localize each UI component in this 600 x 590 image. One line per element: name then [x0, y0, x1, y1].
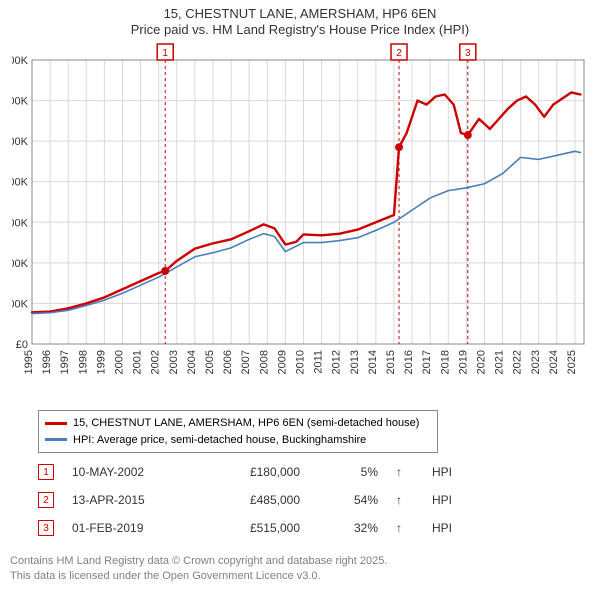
- arrow-up-icon: ↑: [396, 493, 414, 507]
- svg-text:£500K: £500K: [12, 136, 29, 148]
- x-tick-label: 2022: [512, 350, 524, 374]
- transaction-hpi-label: HPI: [432, 493, 472, 507]
- arrow-up-icon: ↑: [396, 521, 414, 535]
- chart-area: £0 £100K £200K £300K £400K £500K £600K £700K 199…: [12, 42, 592, 402]
- x-tick-label: 2004: [186, 350, 198, 374]
- x-tick-label: 2015: [385, 350, 397, 374]
- x-tick-label: 2002: [150, 350, 162, 374]
- svg-text:£400K: £400K: [12, 177, 29, 189]
- x-tick-label: 2014: [367, 350, 379, 374]
- footer-line2: This data is licensed under the Open Gov…: [10, 569, 387, 584]
- transaction-marker: 2: [38, 492, 54, 508]
- x-tick-label: 2007: [240, 350, 252, 374]
- transactions-table: 1 10-MAY-2002 £180,000 5% ↑ HPI 2 13-APR-2015 £4…: [38, 458, 472, 542]
- legend-box: 15, CHESTNUT LANE, AMERSHAM, HP6 6EN (se…: [38, 410, 438, 453]
- transaction-price: £180,000: [200, 465, 300, 479]
- x-tick-label: 2023: [530, 350, 542, 374]
- legend-item: HPI: Average price, semi-detached house,…: [45, 432, 431, 449]
- x-tick-label: 2024: [548, 350, 560, 374]
- x-tick-label: 2021: [494, 350, 506, 374]
- transaction-pct: 5%: [318, 465, 378, 479]
- x-tick-label: 2010: [294, 350, 306, 374]
- x-tick-label: 2012: [331, 350, 343, 374]
- x-tick-label: 2013: [349, 350, 361, 374]
- transaction-date: 13-APR-2015: [72, 493, 182, 507]
- x-tick-label: 2003: [168, 350, 180, 374]
- x-tick-label: 1998: [77, 350, 89, 374]
- footer-line1: Contains HM Land Registry data © Crown c…: [10, 554, 387, 569]
- x-tick-label: 2019: [457, 350, 469, 374]
- svg-text:2: 2: [396, 48, 402, 59]
- chart-container: 15, CHESTNUT LANE, AMERSHAM, HP6 6EN Pri…: [0, 0, 600, 590]
- x-tick-label: 2020: [475, 350, 487, 374]
- x-tick-label: 1995: [23, 350, 35, 374]
- transaction-hpi-label: HPI: [432, 465, 472, 479]
- x-tick-label: 2017: [421, 350, 433, 374]
- transaction-hpi-label: HPI: [432, 521, 472, 535]
- legend-label: HPI: Average price, semi-detached house,…: [73, 432, 366, 449]
- x-tick-label: 2011: [313, 350, 325, 374]
- svg-text:£700K: £700K: [12, 55, 29, 67]
- title-block: 15, CHESTNUT LANE, AMERSHAM, HP6 6EN Pri…: [0, 0, 600, 39]
- transaction-pct: 54%: [318, 493, 378, 507]
- svg-text:3: 3: [465, 48, 471, 59]
- footer-attribution: Contains HM Land Registry data © Crown c…: [10, 554, 387, 584]
- legend-swatch: [45, 438, 67, 441]
- transaction-pct: 32%: [318, 521, 378, 535]
- x-tick-label: 2025: [566, 350, 578, 374]
- transaction-row: 3 01-FEB-2019 £515,000 32% ↑ HPI: [38, 514, 472, 542]
- svg-text:1: 1: [162, 48, 168, 59]
- svg-text:£100K: £100K: [12, 298, 29, 310]
- x-tick-label: 2000: [113, 350, 125, 374]
- x-tick-label: 1997: [59, 350, 71, 374]
- svg-text:£300K: £300K: [12, 217, 29, 229]
- transaction-date: 10-MAY-2002: [72, 465, 182, 479]
- transaction-date: 01-FEB-2019: [72, 521, 182, 535]
- transaction-price: £485,000: [200, 493, 300, 507]
- legend-item: 15, CHESTNUT LANE, AMERSHAM, HP6 6EN (se…: [45, 415, 431, 432]
- legend-label: 15, CHESTNUT LANE, AMERSHAM, HP6 6EN (se…: [73, 415, 419, 432]
- x-tick-label: 2005: [204, 350, 216, 374]
- title-subtitle: Price paid vs. HM Land Registry's House …: [0, 22, 600, 38]
- x-tick-label: 2008: [258, 350, 270, 374]
- title-address: 15, CHESTNUT LANE, AMERSHAM, HP6 6EN: [0, 6, 600, 22]
- x-tick-label: 2018: [439, 350, 451, 374]
- transaction-marker: 3: [38, 520, 54, 536]
- svg-text:£200K: £200K: [12, 258, 29, 270]
- transaction-row: 2 13-APR-2015 £485,000 54% ↑ HPI: [38, 486, 472, 514]
- legend-swatch: [45, 422, 67, 425]
- svg-text:£0: £0: [16, 339, 28, 351]
- arrow-up-icon: ↑: [396, 465, 414, 479]
- x-tick-label: 2009: [276, 350, 288, 374]
- x-tick-label: 1996: [41, 350, 53, 374]
- x-tick-label: 2006: [222, 350, 234, 374]
- chart-svg: £0 £100K £200K £300K £400K £500K £600K £700K 199…: [12, 42, 592, 402]
- x-tick-label: 2016: [403, 350, 415, 374]
- transaction-row: 1 10-MAY-2002 £180,000 5% ↑ HPI: [38, 458, 472, 486]
- transaction-marker: 1: [38, 464, 54, 480]
- x-tick-label: 1999: [95, 350, 107, 374]
- svg-text:£600K: £600K: [12, 96, 29, 108]
- x-tick-label: 2001: [132, 350, 144, 374]
- transaction-price: £515,000: [200, 521, 300, 535]
